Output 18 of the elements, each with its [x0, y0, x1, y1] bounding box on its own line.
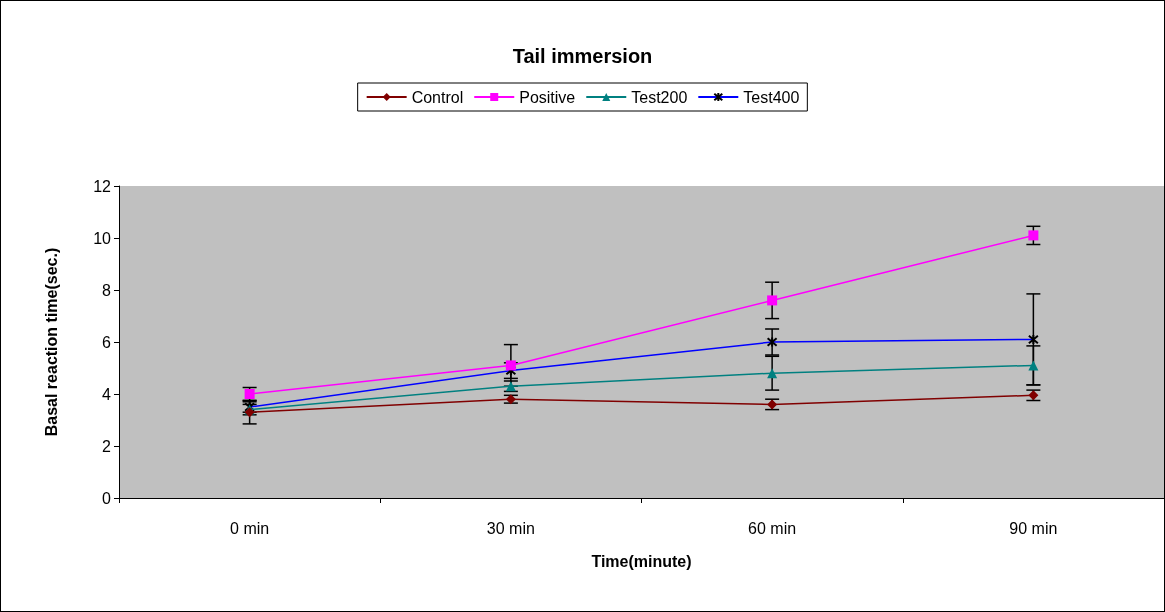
y-tick-label: 12: [93, 177, 112, 195]
legend-label: Test200: [631, 88, 688, 106]
y-tick-label: 6: [102, 333, 112, 351]
x-axis-title: Time(minute): [591, 552, 692, 570]
x-tick-label: 0 min: [230, 519, 270, 537]
legend-label: Positive: [519, 88, 576, 106]
legend-label: Test400: [743, 88, 800, 106]
x-tick-label: 60 min: [748, 519, 797, 537]
y-tick-label: 8: [102, 281, 112, 299]
y-tick-label: 10: [93, 229, 112, 247]
chart-title: Tail immersion: [512, 45, 653, 67]
y-axis-title: Basal reaction time(sec.): [42, 247, 60, 437]
legend-label: Control: [411, 88, 464, 106]
y-tick-label: 0: [102, 489, 112, 507]
y-tick-label: 2: [102, 437, 112, 455]
x-tick-label: 30 min: [486, 519, 535, 537]
x-tick-label: 90 min: [1009, 519, 1058, 537]
y-tick-label: 4: [102, 385, 112, 403]
